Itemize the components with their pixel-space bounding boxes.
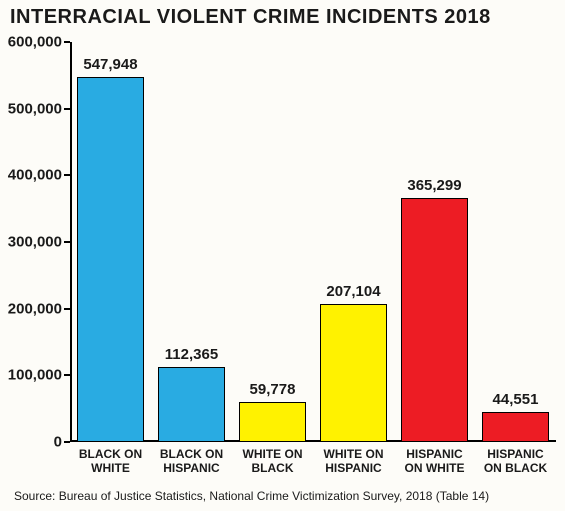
chart-container: INTERRACIAL VIOLENT CRIME INCIDENTS 2018… xyxy=(0,0,565,511)
bar: 59,778 xyxy=(239,402,305,442)
y-tick-mark xyxy=(64,308,70,310)
bar-value-label: 112,365 xyxy=(165,346,218,363)
source-caption: Source: Bureau of Justice Statistics, Na… xyxy=(14,489,489,503)
category-label: BLACK ON WHITE xyxy=(70,448,151,476)
y-tick-label: 300,000 xyxy=(8,234,70,251)
bar-value-label: 44,551 xyxy=(493,391,539,408)
y-tick-mark xyxy=(64,374,70,376)
bar: 365,299 xyxy=(401,198,467,442)
bar-value-label: 59,778 xyxy=(250,381,296,398)
y-tick-mark xyxy=(64,174,70,176)
category-label: BLACK ON HISPANIC xyxy=(151,448,232,476)
category-label: WHITE ON BLACK xyxy=(232,448,313,476)
y-tick-mark xyxy=(64,441,70,443)
bar-value-label: 547,948 xyxy=(83,56,137,73)
bar-fill xyxy=(401,198,467,442)
y-tick-label: 400,000 xyxy=(8,167,70,184)
bar-fill xyxy=(158,367,224,442)
bar-fill xyxy=(239,402,305,442)
bar-fill xyxy=(77,77,143,442)
category-label: WHITE ON HISPANIC xyxy=(313,448,394,476)
chart-title: INTERRACIAL VIOLENT CRIME INCIDENTS 2018 xyxy=(10,6,491,29)
category-label: HISPANIC ON BLACK xyxy=(475,448,556,476)
y-tick-label: 200,000 xyxy=(8,300,70,317)
chart-plot-area: 0100,000200,000300,000400,000500,000600,… xyxy=(70,42,556,442)
bar: 207,104 xyxy=(320,304,386,442)
bar-fill xyxy=(320,304,386,442)
bar: 44,551 xyxy=(482,412,548,442)
bar-value-label: 365,299 xyxy=(407,177,461,194)
y-tick-label: 100,000 xyxy=(8,367,70,384)
y-tick-mark xyxy=(64,241,70,243)
y-tick-mark xyxy=(64,41,70,43)
y-tick-label: 600,000 xyxy=(8,34,70,51)
y-tick-label: 500,000 xyxy=(8,100,70,117)
bar-fill xyxy=(482,412,548,442)
bar: 112,365 xyxy=(158,367,224,442)
y-tick-mark xyxy=(64,108,70,110)
bar-value-label: 207,104 xyxy=(326,283,380,300)
bar: 547,948 xyxy=(77,77,143,442)
category-label: HISPANIC ON WHITE xyxy=(394,448,475,476)
